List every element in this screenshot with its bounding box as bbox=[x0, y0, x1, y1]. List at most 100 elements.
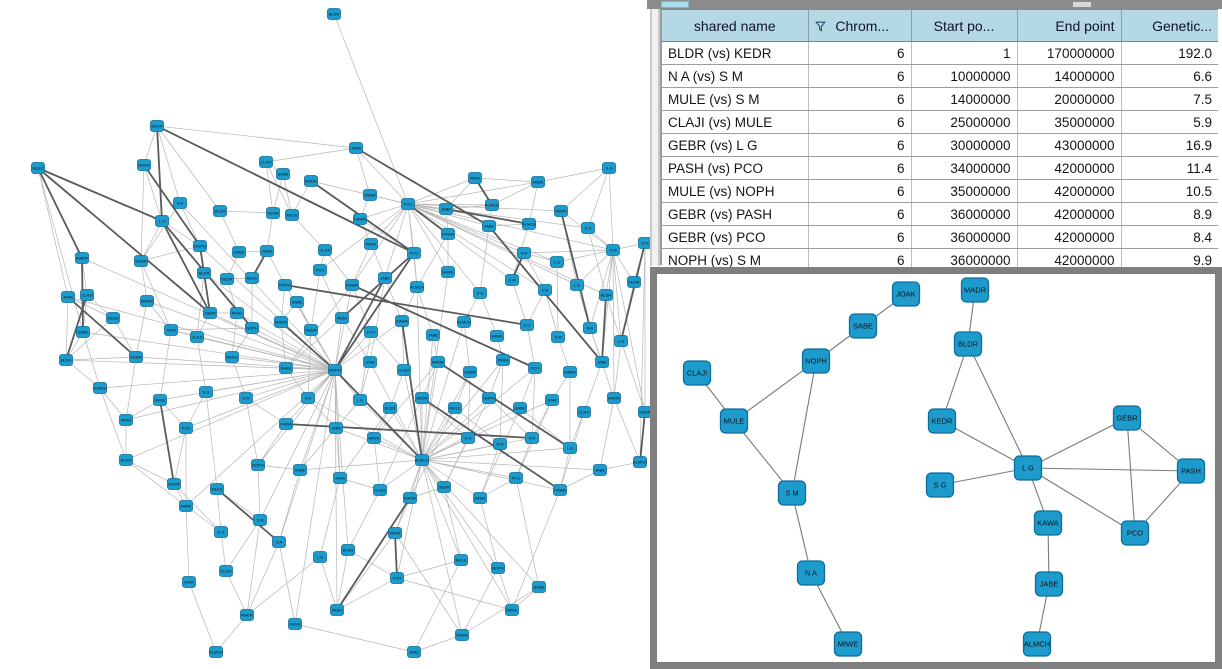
network-node[interactable]: CLAJI bbox=[682, 360, 712, 386]
table-row[interactable]: BLDR (vs) KEDR 6 1 170000000 192.0 bbox=[662, 41, 1218, 65]
network-node[interactable]: BLDR bbox=[953, 331, 983, 357]
network-node[interactable]: MIWE bbox=[179, 500, 193, 512]
network-node[interactable]: PASH bbox=[330, 604, 344, 616]
network-node[interactable]: ALMCH bbox=[522, 218, 536, 230]
network-node[interactable]: MADR bbox=[140, 295, 154, 307]
network-node[interactable]: MIWE bbox=[367, 432, 381, 444]
network-node[interactable]: S G bbox=[461, 432, 475, 444]
network-node[interactable]: BLDR bbox=[213, 205, 227, 217]
network-node[interactable]: GEBR bbox=[203, 307, 217, 319]
network-node[interactable]: JOAK bbox=[61, 291, 75, 303]
network-node[interactable]: PASH bbox=[230, 307, 244, 319]
network-node[interactable]: KEDR bbox=[220, 273, 234, 285]
network-node[interactable]: PCO bbox=[313, 264, 327, 276]
scrollbar-tab[interactable] bbox=[661, 1, 689, 8]
network-node[interactable]: JABE bbox=[407, 646, 421, 658]
network-node[interactable]: S G bbox=[581, 222, 595, 234]
network-node[interactable]: ALMCH bbox=[415, 454, 429, 466]
table-cell[interactable]: 36000000 bbox=[911, 202, 1018, 226]
network-node[interactable]: KEDR bbox=[927, 408, 957, 434]
network-node[interactable]: GEBR bbox=[463, 366, 477, 378]
network-node[interactable]: ALMCH bbox=[410, 281, 424, 293]
network-node[interactable]: MULE bbox=[225, 351, 239, 363]
network-node[interactable]: MIWE bbox=[531, 176, 545, 188]
network-node[interactable]: SABE bbox=[276, 168, 290, 180]
network-node[interactable]: JABE bbox=[593, 464, 607, 476]
network-node[interactable]: L G bbox=[353, 394, 367, 406]
table-cell[interactable]: 10.5 bbox=[1121, 179, 1218, 203]
network-node[interactable]: PCO bbox=[364, 326, 378, 338]
filter-icon[interactable] bbox=[814, 21, 826, 32]
network-node[interactable]: N A bbox=[796, 560, 826, 586]
network-node[interactable]: MADR bbox=[960, 277, 990, 303]
network-node[interactable]: PCO bbox=[1120, 520, 1150, 546]
network-node[interactable]: S M bbox=[777, 480, 807, 506]
table-cell[interactable]: 35000000 bbox=[911, 179, 1018, 203]
network-node[interactable]: L G bbox=[550, 256, 564, 268]
network-node[interactable]: SABE bbox=[290, 296, 304, 308]
network-node[interactable]: JABE bbox=[378, 272, 392, 284]
network-node[interactable]: KEDR bbox=[150, 120, 164, 132]
network-node[interactable]: JOAK bbox=[545, 394, 559, 406]
network-node[interactable]: N A bbox=[538, 284, 552, 296]
network-node[interactable]: L G bbox=[313, 551, 327, 563]
column-header-shared-name[interactable]: shared name bbox=[662, 10, 809, 42]
network-node[interactable]: CLAJI bbox=[318, 244, 332, 256]
table-cell[interactable]: 20000000 bbox=[1017, 87, 1122, 111]
network-node[interactable]: S G bbox=[214, 526, 228, 538]
network-node[interactable]: MULE bbox=[245, 272, 259, 284]
table-cell[interactable]: 6 bbox=[808, 202, 912, 226]
network-node[interactable]: MIWE bbox=[490, 330, 504, 342]
network-node[interactable]: KAWA bbox=[395, 315, 409, 327]
table-cell[interactable]: 8.4 bbox=[1121, 225, 1218, 249]
table-cell[interactable]: 6 bbox=[808, 41, 912, 65]
table-top-scrollbar[interactable] bbox=[647, 0, 1222, 9]
scrollbar-thumb[interactable] bbox=[1073, 2, 1091, 7]
network-node[interactable]: GEBR bbox=[437, 481, 451, 493]
table-cell[interactable]: 192.0 bbox=[1121, 41, 1218, 65]
table-cell[interactable]: 7.5 bbox=[1121, 87, 1218, 111]
table-cell[interactable]: 10000000 bbox=[911, 64, 1018, 88]
network-node[interactable]: GEBR bbox=[304, 324, 318, 336]
table-row[interactable]: GEBR (vs) PCO 6 36000000 42000000 8.4 bbox=[662, 225, 1218, 249]
table-cell[interactable]: 30000000 bbox=[911, 133, 1018, 157]
network-node[interactable]: MULE bbox=[454, 554, 468, 566]
network-node[interactable]: KAWA bbox=[345, 279, 359, 291]
table-cell[interactable]: 6 bbox=[808, 64, 912, 88]
table-cell[interactable]: CLAJI (vs) MULE bbox=[662, 110, 809, 134]
table-cell[interactable]: 6 bbox=[808, 110, 912, 134]
network-node[interactable]: NOPH bbox=[137, 159, 151, 171]
table-cell[interactable]: 42000000 bbox=[1017, 225, 1122, 249]
network-node[interactable]: S M bbox=[551, 331, 565, 343]
table-cell[interactable]: 36000000 bbox=[911, 248, 1018, 271]
table-cell[interactable]: GEBR (vs) PASH bbox=[662, 202, 809, 226]
network-node[interactable]: PASH bbox=[335, 312, 349, 324]
table-cell[interactable]: 6 bbox=[808, 156, 912, 180]
network-node[interactable]: BLDR bbox=[119, 454, 133, 466]
table-cell[interactable]: MULE (vs) NOPH bbox=[662, 179, 809, 203]
network-node[interactable]: MIWE bbox=[505, 604, 519, 616]
network-node[interactable]: S M bbox=[493, 438, 507, 450]
network-node[interactable]: CLAJI bbox=[397, 364, 411, 376]
network-node[interactable]: GEBR bbox=[1112, 405, 1142, 431]
table-cell[interactable]: BLDR (vs) KEDR bbox=[662, 41, 809, 65]
network-node[interactable]: S G bbox=[520, 319, 534, 331]
network-node[interactable]: S G bbox=[473, 287, 487, 299]
table-cell[interactable]: 35000000 bbox=[1017, 110, 1122, 134]
main-network-canvas[interactable]: BLDR KEDR MULE NOPH SABE JOAK CLAJI MADR GEBR PAS… bbox=[0, 0, 652, 669]
network-node[interactable]: N A bbox=[301, 392, 315, 404]
column-header-genetic[interactable]: Genetic... bbox=[1121, 10, 1218, 42]
network-node[interactable]: KAWA bbox=[455, 629, 469, 641]
network-node[interactable]: KAWA bbox=[1033, 510, 1063, 536]
table-cell[interactable]: 8.9 bbox=[1121, 202, 1218, 226]
network-node[interactable]: KAWA bbox=[441, 228, 455, 240]
table-cell[interactable]: MULE (vs) S M bbox=[662, 87, 809, 111]
table-row[interactable]: MULE (vs) S M 6 14000000 20000000 7.5 bbox=[662, 87, 1218, 111]
network-node[interactable]: CLAJI bbox=[80, 289, 94, 301]
table-cell[interactable]: 34000000 bbox=[911, 156, 1018, 180]
network-node[interactable]: N A bbox=[173, 197, 187, 209]
network-node[interactable]: S M bbox=[505, 274, 519, 286]
table-cell[interactable]: 36000000 bbox=[911, 225, 1018, 249]
network-node[interactable]: JOAK bbox=[182, 576, 196, 588]
network-node[interactable]: MIWE bbox=[153, 394, 167, 406]
